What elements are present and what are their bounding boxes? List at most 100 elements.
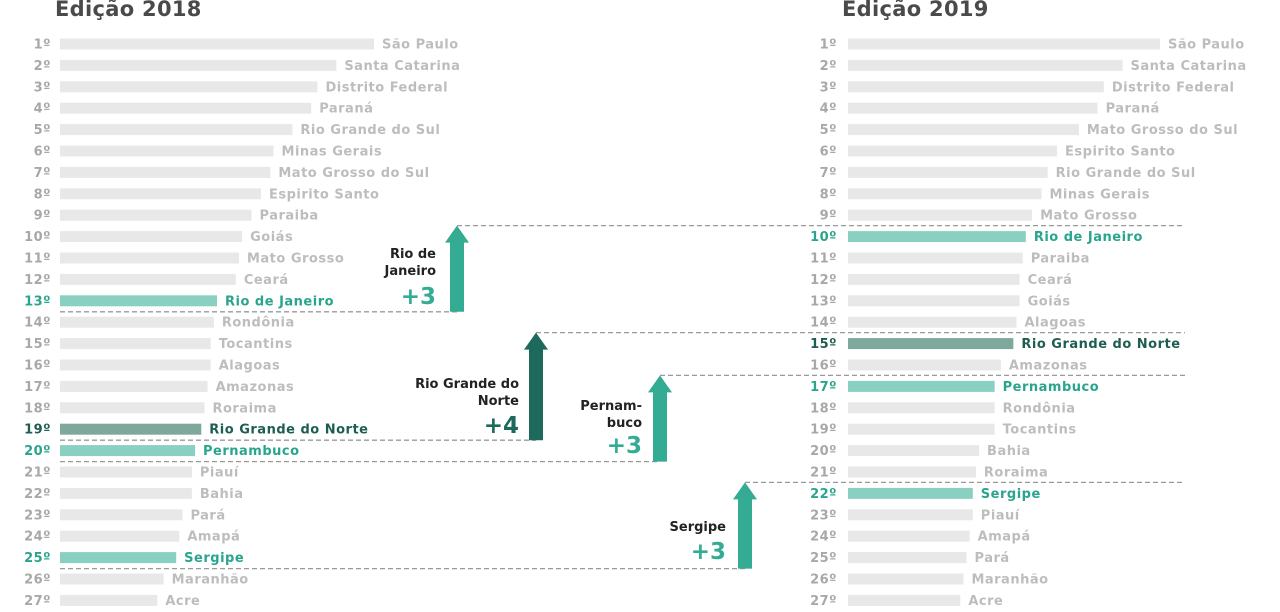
state-label: Roraima xyxy=(212,401,276,416)
bar xyxy=(60,530,180,542)
rank-label: 21º xyxy=(810,466,837,481)
state-label: Maranhão xyxy=(971,573,1048,588)
rank-label: 26º xyxy=(810,573,837,588)
state-label: Bahia xyxy=(987,444,1031,459)
bar xyxy=(60,423,202,435)
rank-label: 14º xyxy=(810,316,837,331)
state-label: Rio Grande do Norte xyxy=(1021,337,1180,352)
rank-label: 3º xyxy=(820,80,837,95)
bar xyxy=(848,445,980,457)
state-label: São Paulo xyxy=(1168,38,1245,53)
state-label: Pará xyxy=(190,508,225,523)
bar xyxy=(848,402,995,414)
state-label: Espirito Santo xyxy=(1065,145,1175,160)
rank-label: 20º xyxy=(24,444,51,459)
rank-label: 10º xyxy=(810,230,837,245)
bar xyxy=(848,252,1023,264)
bar xyxy=(848,273,1020,285)
rank-label: 8º xyxy=(34,187,51,202)
rank-label: 3º xyxy=(34,80,51,95)
bar xyxy=(848,188,1042,200)
state-label: Minas Gerais xyxy=(1049,187,1150,202)
bar xyxy=(60,252,239,264)
state-label: Sergipe xyxy=(184,551,244,566)
bar xyxy=(60,166,271,178)
rank-label: 17º xyxy=(810,380,837,395)
annotation-label: Sergipe xyxy=(670,520,727,535)
bar xyxy=(60,487,192,499)
state-label: Paraiba xyxy=(1031,252,1090,267)
rank-label: 24º xyxy=(24,530,51,545)
rank-label: 2º xyxy=(34,59,51,74)
state-label: Amapá xyxy=(978,530,1031,545)
rank-label: 7º xyxy=(34,166,51,181)
state-label: Pernambuco xyxy=(203,444,300,459)
rank-label: 18º xyxy=(24,401,51,416)
state-label: Santa Catarina xyxy=(344,59,460,74)
bar xyxy=(60,124,293,136)
annotation-label: Rio de xyxy=(390,247,436,262)
state-label: Rio de Janeiro xyxy=(225,294,334,309)
bar xyxy=(848,423,995,435)
rank-label: 7º xyxy=(820,166,837,181)
bar xyxy=(60,338,211,350)
bar xyxy=(848,166,1048,178)
state-label: Goiás xyxy=(250,230,293,245)
state-label: Paraiba xyxy=(260,209,319,224)
rank-label: 22º xyxy=(24,487,51,502)
bar xyxy=(848,530,970,542)
bar xyxy=(848,359,1001,371)
rank-label: 27º xyxy=(810,594,837,609)
state-label: Espirito Santo xyxy=(269,187,379,202)
bar xyxy=(60,509,183,521)
rank-label: 15º xyxy=(810,337,837,352)
state-label: Rio de Janeiro xyxy=(1034,230,1143,245)
state-label: Santa Catarina xyxy=(1131,59,1247,74)
rank-label: 11º xyxy=(810,252,837,267)
rank-label: 23º xyxy=(24,508,51,523)
rank-label: 6º xyxy=(34,145,51,160)
bar xyxy=(848,338,1014,350)
rank-label: 14º xyxy=(24,316,51,331)
state-label: Tocantins xyxy=(219,337,293,352)
rank-label: 12º xyxy=(24,273,51,288)
state-label: Rio Grande do Sul xyxy=(1056,166,1196,181)
annotation-label: Norte xyxy=(478,394,519,409)
rank-label: 6º xyxy=(820,145,837,160)
rank-label: 12º xyxy=(810,273,837,288)
bar xyxy=(60,81,318,93)
bar xyxy=(848,295,1020,307)
state-label: Acre xyxy=(968,594,1003,609)
rank-label: 26º xyxy=(24,573,51,588)
rank-label: 19º xyxy=(24,423,51,438)
rank-label: 18º xyxy=(810,401,837,416)
bar xyxy=(848,380,995,392)
up-arrow xyxy=(648,375,672,462)
bar xyxy=(60,466,192,478)
rank-label: 24º xyxy=(810,530,837,545)
up-arrow xyxy=(445,225,469,312)
bar xyxy=(60,316,214,328)
state-label: Ceará xyxy=(1028,273,1073,288)
state-label: Piauí xyxy=(200,466,240,481)
up-arrow xyxy=(733,482,757,569)
state-label: Mato Grosso xyxy=(247,252,344,267)
bar xyxy=(60,102,312,114)
state-label: Paraná xyxy=(1106,102,1160,117)
state-label: Piauí xyxy=(981,508,1021,523)
rank-label: 5º xyxy=(34,123,51,138)
bar xyxy=(848,487,973,499)
bar xyxy=(60,273,236,285)
title-2018: Edição 2018 xyxy=(55,0,202,21)
rank-label: 27º xyxy=(24,594,51,609)
rank-label: 23º xyxy=(810,508,837,523)
bar xyxy=(848,552,967,564)
bar xyxy=(60,402,205,414)
rank-label: 1º xyxy=(34,38,51,53)
rank-label: 2º xyxy=(820,59,837,74)
rank-label: 4º xyxy=(34,102,51,117)
state-label: Pará xyxy=(975,551,1010,566)
state-label: Bahia xyxy=(200,487,244,502)
bar xyxy=(848,102,1098,114)
